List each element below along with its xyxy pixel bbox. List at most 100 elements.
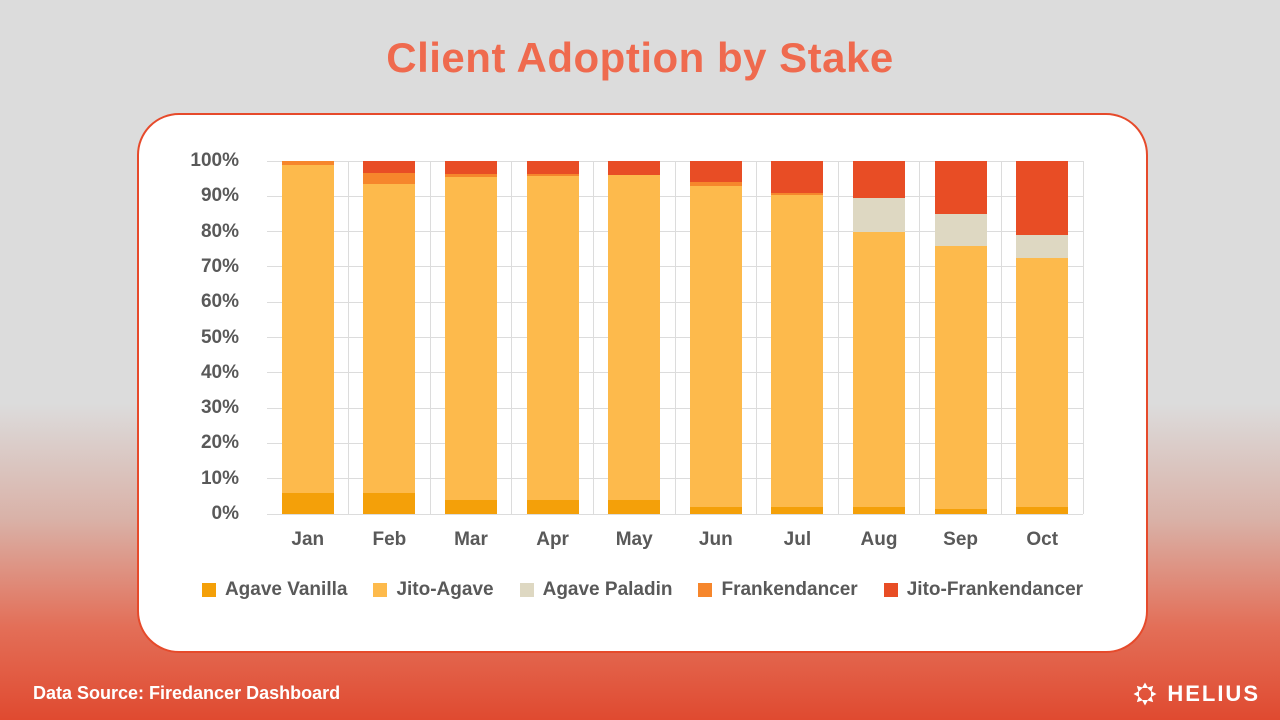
bar-segment-jito-agave	[852, 231, 905, 507]
gridline-vertical	[756, 161, 758, 514]
legend-item: Frankendancer	[698, 579, 858, 601]
bar-segment-agave-vanilla	[363, 492, 416, 514]
stacked-bar	[281, 161, 334, 514]
bar-segment-agave-vanilla	[1016, 506, 1069, 514]
bar-segment-frankendancer	[689, 182, 742, 186]
legend-label: Frankendancer	[721, 579, 858, 600]
bar-segment-frankendancer	[771, 192, 824, 195]
bar-segment-agave-vanilla	[771, 506, 824, 514]
gridline-vertical	[674, 161, 676, 514]
bar-segment-jito-frankendancer	[852, 161, 905, 199]
gridline-vertical	[592, 161, 594, 514]
bar-column	[349, 161, 431, 514]
x-axis-label: Aug	[860, 529, 898, 550]
bar-segment-agave-paladin	[852, 198, 905, 232]
x-axis-label: Oct	[1026, 529, 1059, 550]
bar-segment-agave-vanilla	[934, 508, 987, 514]
legend-swatch	[698, 583, 713, 597]
bar-segment-jito-frankendancer	[363, 161, 416, 174]
bar-column	[1001, 161, 1083, 514]
footer: Data Source: Firedancer Dashboard HELIUS	[0, 672, 1280, 720]
bar-segment-frankendancer	[281, 161, 334, 165]
gridline-vertical	[1000, 161, 1002, 514]
stacked-bar	[934, 161, 987, 514]
helius-logo-icon	[1133, 682, 1157, 706]
stacked-bar	[363, 161, 416, 514]
y-axis-tick-label: 50%	[200, 326, 239, 348]
bar-segment-agave-paladin	[934, 213, 987, 246]
bar-segment-agave-vanilla	[608, 499, 661, 514]
x-axis-label: Jan	[291, 529, 325, 550]
x-axis-label: May	[615, 529, 653, 550]
bar-segment-jito-agave	[363, 183, 416, 493]
y-axis-tick-label: 90%	[200, 185, 239, 207]
legend-swatch	[883, 583, 898, 597]
bar-segment-jito-frankendancer	[444, 161, 497, 175]
bar-segment-frankendancer	[526, 173, 579, 177]
bar-segment-jito-agave	[689, 185, 742, 507]
stacked-bar	[852, 161, 905, 514]
y-axis-tick-label: 20%	[200, 432, 239, 454]
y-axis: 0% 10% 20% 30% 40% 50% 60% 70% 80% 90% 100%	[139, 150, 253, 524]
gridline-vertical	[1082, 161, 1084, 514]
bar-column	[512, 161, 594, 514]
x-axis-label: Feb	[372, 529, 407, 550]
bar-segment-jito-frankendancer	[934, 161, 987, 214]
bar-segment-agave-vanilla	[526, 499, 579, 514]
bar-segment-jito-agave	[771, 194, 824, 507]
page-title: Client Adoption by Stake	[386, 34, 894, 81]
legend-swatch	[373, 583, 388, 597]
bar-segment-jito-agave	[281, 164, 334, 493]
bar-column	[920, 161, 1002, 514]
gridline-vertical	[429, 161, 431, 514]
stacked-bar	[444, 161, 497, 514]
legend-item: Agave Paladin	[519, 579, 673, 601]
gridline-vertical	[348, 161, 350, 514]
legend-label: Jito-Agave	[396, 579, 494, 600]
chart-legend: Agave Vanilla Jito-Agave Agave Paladin Fran…	[139, 579, 1146, 601]
gridline-vertical	[919, 161, 921, 514]
legend-item: Agave Vanilla	[201, 579, 348, 601]
bar-segment-jito-frankendancer	[526, 161, 579, 174]
bar-segment-jito-agave	[526, 176, 579, 500]
legend-label: Jito-Frankendancer	[906, 579, 1084, 600]
bar-column	[675, 161, 757, 514]
y-axis-tick-label: 10%	[200, 467, 239, 489]
bar-segment-jito-frankendancer	[771, 161, 824, 193]
bar-segment-jito-agave	[934, 245, 987, 509]
legend-label: Agave Vanilla	[224, 579, 348, 600]
stacked-bar	[1016, 161, 1069, 514]
bar-segment-jito-agave	[444, 176, 497, 500]
bar-segment-agave-vanilla	[281, 492, 334, 514]
bar-column	[593, 161, 675, 514]
bar-segment-frankendancer	[363, 173, 416, 184]
bar-column	[267, 161, 349, 514]
x-axis-label: Jun	[698, 529, 733, 550]
y-axis-tick-label: 70%	[200, 255, 239, 277]
bar-segment-jito-frankendancer	[608, 161, 661, 176]
legend-swatch	[201, 583, 216, 597]
legend-label: Agave Paladin	[542, 579, 673, 600]
data-source-label: Data Source: Firedancer Dashboard	[33, 683, 341, 703]
bar-column	[838, 161, 920, 514]
bar-segment-agave-vanilla	[852, 506, 905, 514]
helius-logo: HELIUS	[1132, 681, 1260, 707]
stacked-bar	[526, 161, 579, 514]
bar-segment-jito-frankendancer	[1016, 161, 1069, 236]
bar-segment-jito-agave	[1016, 258, 1069, 507]
x-axis-label: Apr	[536, 529, 569, 550]
stacked-bar	[689, 161, 742, 514]
gridline-horizontal	[267, 513, 1083, 515]
bar-column	[757, 161, 839, 514]
x-axis-label: Jul	[783, 529, 812, 550]
y-axis-tick-label: 30%	[200, 397, 239, 419]
bar-segment-agave-vanilla	[689, 506, 742, 514]
x-axis-label: Sep	[943, 529, 979, 550]
y-axis-tick-label: 100%	[190, 150, 239, 171]
chart-card: 0% 10% 20% 30% 40% 50% 60% 70% 80% 90% 100% Jan Feb…	[137, 113, 1148, 653]
bar-segment-jito-frankendancer	[689, 161, 742, 183]
helius-wordmark: HELIUS	[1167, 681, 1260, 706]
legend-item: Jito-Agave	[373, 579, 494, 601]
x-axis: Jan Feb Mar Apr May Jun Jul Aug Sep Oct	[267, 529, 1083, 555]
gridline-vertical	[511, 161, 513, 514]
